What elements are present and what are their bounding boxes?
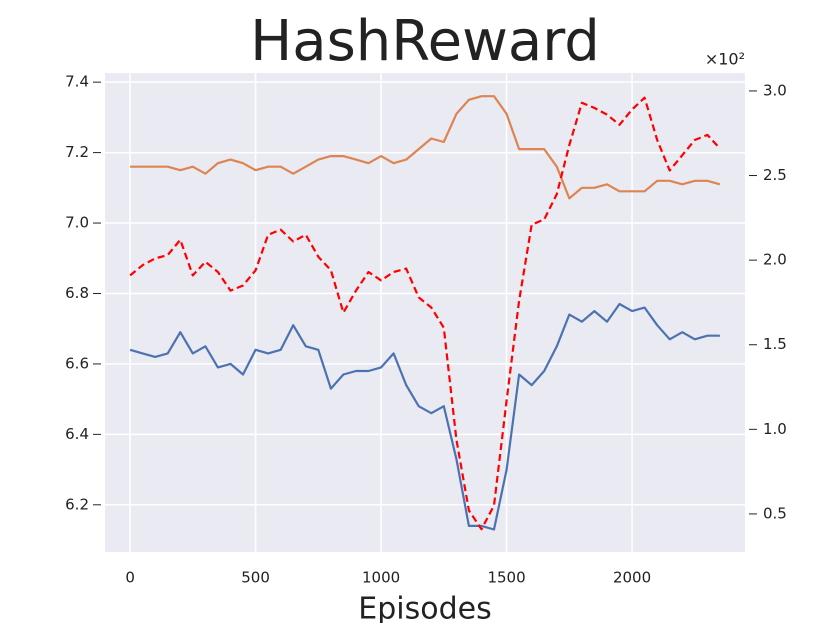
y-tick-label: 7.2	[65, 143, 89, 161]
y-tick-label: 6.2	[65, 495, 89, 513]
x-tick-label: 1500	[487, 569, 525, 587]
y2-tick-label: 2.5	[763, 166, 787, 184]
line-series	[129, 96, 721, 531]
y-tick-label: 7.4	[65, 73, 89, 91]
y2-tick-label: 1.5	[763, 335, 787, 353]
y-tick-label: 6.6	[65, 354, 89, 372]
chart-title: HashReward	[250, 9, 600, 74]
y2-tick-label: 0.5	[763, 504, 787, 522]
x-tick-label: 500	[241, 569, 270, 587]
y-tick-label: 7.0	[65, 214, 89, 232]
x-axis-label: Episodes	[358, 592, 491, 623]
line-series	[130, 95, 721, 200]
y-tick-label: 6.4	[65, 425, 89, 443]
x-tick-label: 1000	[362, 569, 400, 587]
line-series	[129, 302, 720, 531]
x-tick-label: 0	[125, 569, 135, 587]
y-tick-label: 6.8	[65, 284, 89, 302]
y2-offset-label: ×10²	[705, 50, 745, 69]
y2-tick-label: 1.0	[763, 420, 787, 438]
y2-tick-label: 2.0	[763, 251, 787, 269]
x-tick-label: 2000	[613, 569, 651, 587]
y2-tick-label: 3.0	[763, 81, 787, 99]
